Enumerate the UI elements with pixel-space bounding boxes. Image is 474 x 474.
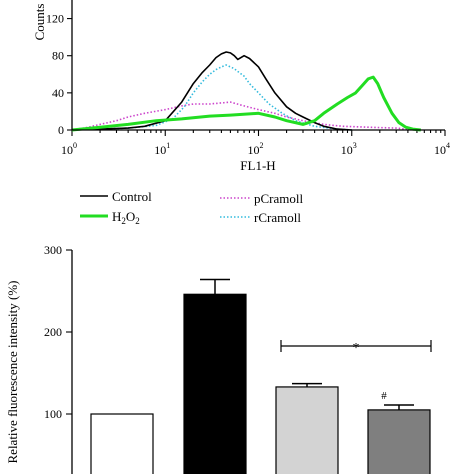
histogram-y-tick-label: 0 (58, 123, 64, 137)
histogram-y-tick-label: 120 (46, 12, 64, 26)
bar-2 (183, 293, 247, 474)
histogram-x-tick-label: 103 (341, 141, 357, 157)
bar-4 (367, 409, 431, 474)
histogram-y-tick-label: 80 (52, 49, 64, 63)
histogram-x-tick-label: 104 (434, 141, 450, 157)
bar-y-tick-label: 300 (44, 243, 62, 257)
histogram-x-tick-label: 102 (248, 141, 264, 157)
histogram-x-tick-label: 100 (61, 141, 77, 157)
histogram-series-control (71, 51, 352, 131)
histogram-y-ticks: 0 40 80 120 (46, 12, 72, 137)
legend-label-control: Control (112, 189, 152, 204)
legend-item-rcramoll: rCramoll (220, 210, 301, 225)
legend-label-rcramoll: rCramoll (254, 210, 301, 225)
legend: Control H2O2 pCramoll rCramoll (80, 189, 303, 226)
bar-y-label: Relative fluorescence intensity (%) (5, 280, 20, 463)
histogram-y-tick-label: 40 (52, 86, 64, 100)
bracket-star-label: * (353, 341, 360, 356)
legend-item-pcramoll: pCramoll (220, 191, 303, 206)
histogram-x-tick-label: 101 (154, 141, 170, 157)
bar-1 (90, 413, 154, 474)
bar-y-tick-label: 100 (44, 407, 62, 421)
histogram-x-label: FL1-H (240, 158, 275, 173)
bar-panel: Relative fluorescence intensity (%) 100 2… (5, 243, 432, 474)
histogram-series (71, 51, 421, 132)
histogram-series-h2o2 (71, 75, 421, 132)
histogram-y-label: Counts (32, 4, 47, 41)
legend-item-control: Control (80, 189, 152, 204)
bar-y-tick-label: 200 (44, 325, 62, 339)
legend-label-pcramoll: pCramoll (254, 191, 303, 206)
legend-item-h2o2: H2O2 (80, 209, 140, 226)
bar-hash-label: # (381, 390, 387, 402)
bar-y-ticks: 100 200 300 (44, 243, 72, 421)
bar-3 (275, 386, 339, 474)
histogram-series-pcramoll (71, 101, 417, 131)
histogram-x-ticks: 100 101 102 103 104 (61, 130, 450, 157)
legend-label-h2o2: H2O2 (112, 209, 140, 226)
histogram-panel: Counts 0 40 80 120 100 101 102 103 104 FL1-H (32, 0, 450, 173)
bars (90, 278, 431, 474)
significance-bracket: * (280, 340, 432, 356)
